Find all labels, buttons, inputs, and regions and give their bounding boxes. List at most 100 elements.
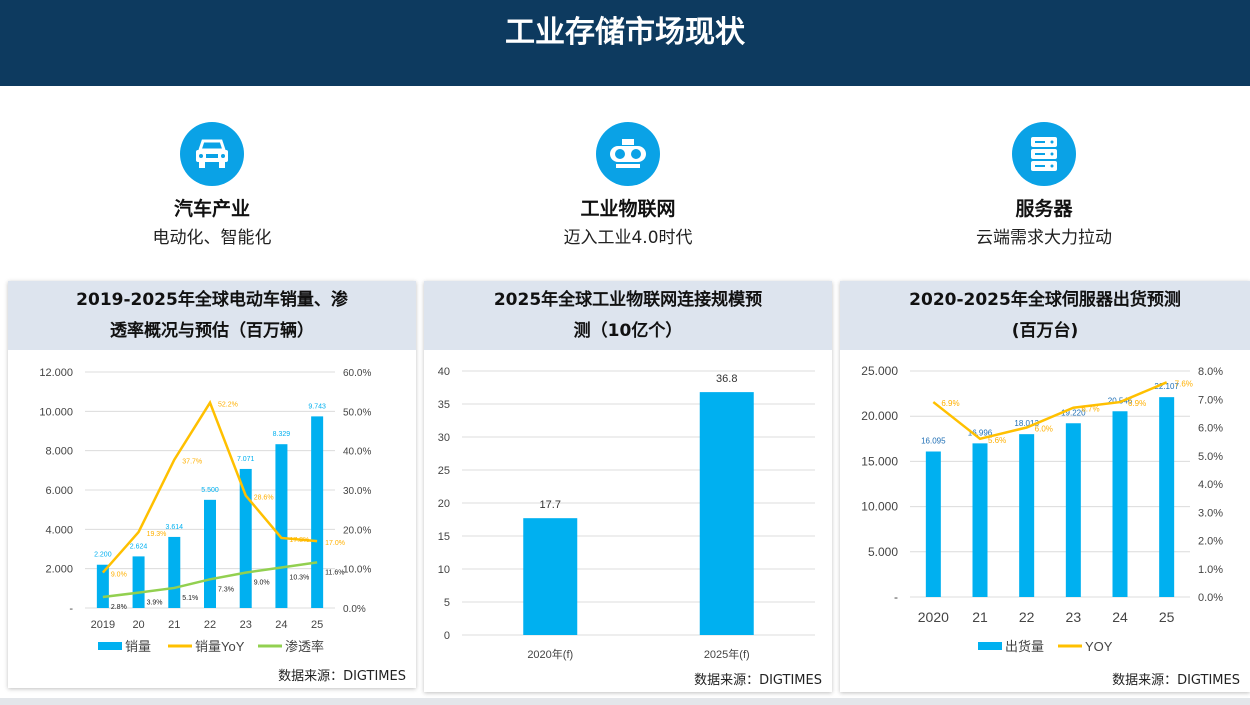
bar [204, 499, 216, 608]
line-data-label: 7.3% [218, 586, 234, 593]
chart-title-line: 2019-2025年全球电动车销量、渗 [76, 290, 348, 310]
bar-data-label: 3.614 [166, 524, 184, 531]
y-tick-label: 25.000 [861, 364, 898, 378]
y-tick-label: 40 [438, 366, 450, 378]
x-tick-label: 21 [972, 609, 988, 625]
bar [1019, 434, 1035, 597]
iiot-connections-chart: 0 5 10 15 20 25 30 35 40 2020年(f) 2025年(f) 17.7 36.8 [438, 366, 815, 661]
line-data-label: 52.2% [218, 402, 238, 409]
chart-title-line: 2020-2025年全球伺服器出货预测 [909, 290, 1181, 310]
bar-data-label: 19.220 [1061, 408, 1086, 417]
bar-data-label: 17.7 [540, 499, 561, 511]
bar [239, 468, 252, 608]
y-tick-label: 10 [438, 564, 450, 576]
line-data-label: 7.6% [1175, 379, 1193, 388]
y2-tick-label: 30.0% [343, 486, 371, 497]
iiot-chart-panel: 2025年全球工业物联网连接规模预 测（10亿个） 0 5 10 15 20 25 30 35 4… [424, 281, 832, 692]
line-data-label: 6.9% [1128, 399, 1146, 408]
ev-sales-chart-panel: 2019-2025年全球电动车销量、渗 透率概况与预估（百万辆） - 2.000 4.… [8, 281, 416, 688]
data-source: 数据来源：DIGTIMES [694, 673, 822, 688]
x-tick-label: 22 [204, 619, 216, 631]
y-tick-label: 10.000 [861, 500, 898, 514]
line-data-label: 11.6% [325, 569, 344, 576]
y2-tick-label: 40.0% [343, 447, 371, 458]
y-tick-label: 4.000 [45, 524, 73, 536]
bar [925, 451, 941, 597]
y2-tick-label: 10.0% [343, 565, 371, 576]
server-chart-panel: 2020-2025年全球伺服器出货预测 (百万台) - 5.000 10.000 15.… [840, 281, 1250, 692]
feature-subtitle: 迈入工业4.0时代 [563, 228, 693, 248]
bar-data-label: 22.107 [1154, 382, 1179, 391]
x-tick-label: 24 [1112, 609, 1128, 625]
x-tick-label: 21 [168, 619, 180, 631]
y-tick-label: 25 [438, 465, 450, 477]
y2-tick-label: 0.0% [1198, 592, 1223, 604]
bar-data-label: 7.071 [237, 456, 255, 463]
bar [972, 443, 988, 597]
y-tick-label: 10.000 [39, 406, 73, 418]
y-tick-label: 30 [438, 432, 450, 444]
bar [1159, 397, 1175, 597]
series-line-渗透率 [102, 561, 318, 599]
y-tick-label: 15.000 [861, 454, 898, 468]
y-tick-label: 0 [444, 630, 450, 642]
ev-sales-chart: - 2.000 4.000 6.000 8.000 10.000 12.000 0.0% 10.… [39, 367, 371, 654]
feature-subtitle: 云端需求大力拉动 [976, 228, 1112, 248]
legend-label: 销量 [125, 639, 151, 654]
chart-title: 2020-2025年全球伺服器出货预测 (百万台) [840, 281, 1250, 350]
y2-tick-label: 4.0% [1198, 479, 1223, 491]
y-tick-label: 20.000 [861, 409, 898, 423]
y2-tick-label: 7.0% [1198, 394, 1223, 406]
bar [311, 416, 324, 608]
page-header: 工业存储市场现状 [0, 0, 1250, 86]
x-tick-label: 23 [240, 619, 252, 631]
y-tick-label: 2.000 [45, 564, 73, 576]
bar [132, 556, 145, 608]
y2-tick-label: 50.0% [343, 407, 371, 418]
line-data-label: 17.8% [289, 537, 309, 544]
y2-tick-label: 3.0% [1198, 507, 1223, 519]
bar [523, 518, 578, 635]
feature-automotive: 汽车产业 电动化、智能化 [62, 122, 362, 248]
line-data-label: 37.7% [182, 459, 202, 466]
bar [1112, 411, 1128, 597]
feature-iiot: 工业物联网 迈入工业4.0时代 [478, 122, 778, 248]
chart-title: 2025年全球工业物联网连接规模预 测（10亿个） [424, 281, 832, 350]
x-tick-label: 25 [1159, 609, 1175, 625]
line-data-label: 17.0% [325, 540, 345, 547]
bar-data-label: 18.013 [1014, 419, 1039, 428]
car-icon [180, 122, 244, 186]
legend-label: 出货量 [1005, 639, 1044, 654]
server-shipments-chart: - 5.000 10.000 15.000 20.000 25.000 0.0% 1.0% 2.… [861, 364, 1223, 654]
bar [1065, 423, 1081, 597]
x-tick-label: 2020年(f) [527, 647, 573, 661]
y-tick-label: 8.000 [45, 446, 73, 458]
line-data-label: 6.0% [1035, 425, 1053, 434]
bottom-bar [0, 698, 1250, 705]
y-tick-label: 6.000 [45, 485, 73, 497]
y-tick-label: - [69, 603, 73, 615]
feature-title: 汽车产业 [173, 198, 250, 220]
bar-data-label: 16.996 [968, 428, 993, 437]
y2-tick-label: 1.0% [1198, 564, 1223, 576]
x-tick-label: 23 [1066, 609, 1082, 625]
line-data-label: 19.3% [147, 531, 167, 538]
y2-tick-label: 60.0% [343, 368, 371, 379]
line-data-label: 3.9% [147, 600, 163, 607]
y-tick-label: 15 [438, 531, 450, 543]
data-source: 数据来源：DIGTIMES [278, 669, 406, 684]
feature-subtitle: 电动化、智能化 [152, 228, 272, 248]
line-data-label: 5.1% [182, 595, 198, 602]
bar [699, 392, 754, 635]
chart-title-line: 透率概况与预估（百万辆） [110, 321, 314, 341]
chart-title-line: 测（10亿个） [573, 321, 683, 341]
y2-tick-label: 6.0% [1198, 423, 1223, 435]
x-tick-label: 25 [311, 619, 323, 631]
chart-title-line: 2025年全球工业物联网连接规模预 [493, 290, 763, 310]
y2-tick-label: 8.0% [1198, 366, 1223, 378]
chart-title-line: (百万台) [1011, 321, 1079, 341]
line-data-label: 9.0% [254, 580, 270, 587]
bar-data-label: 5.500 [201, 487, 219, 494]
y2-tick-label: 5.0% [1198, 451, 1223, 463]
x-tick-label: 2020 [918, 609, 949, 625]
